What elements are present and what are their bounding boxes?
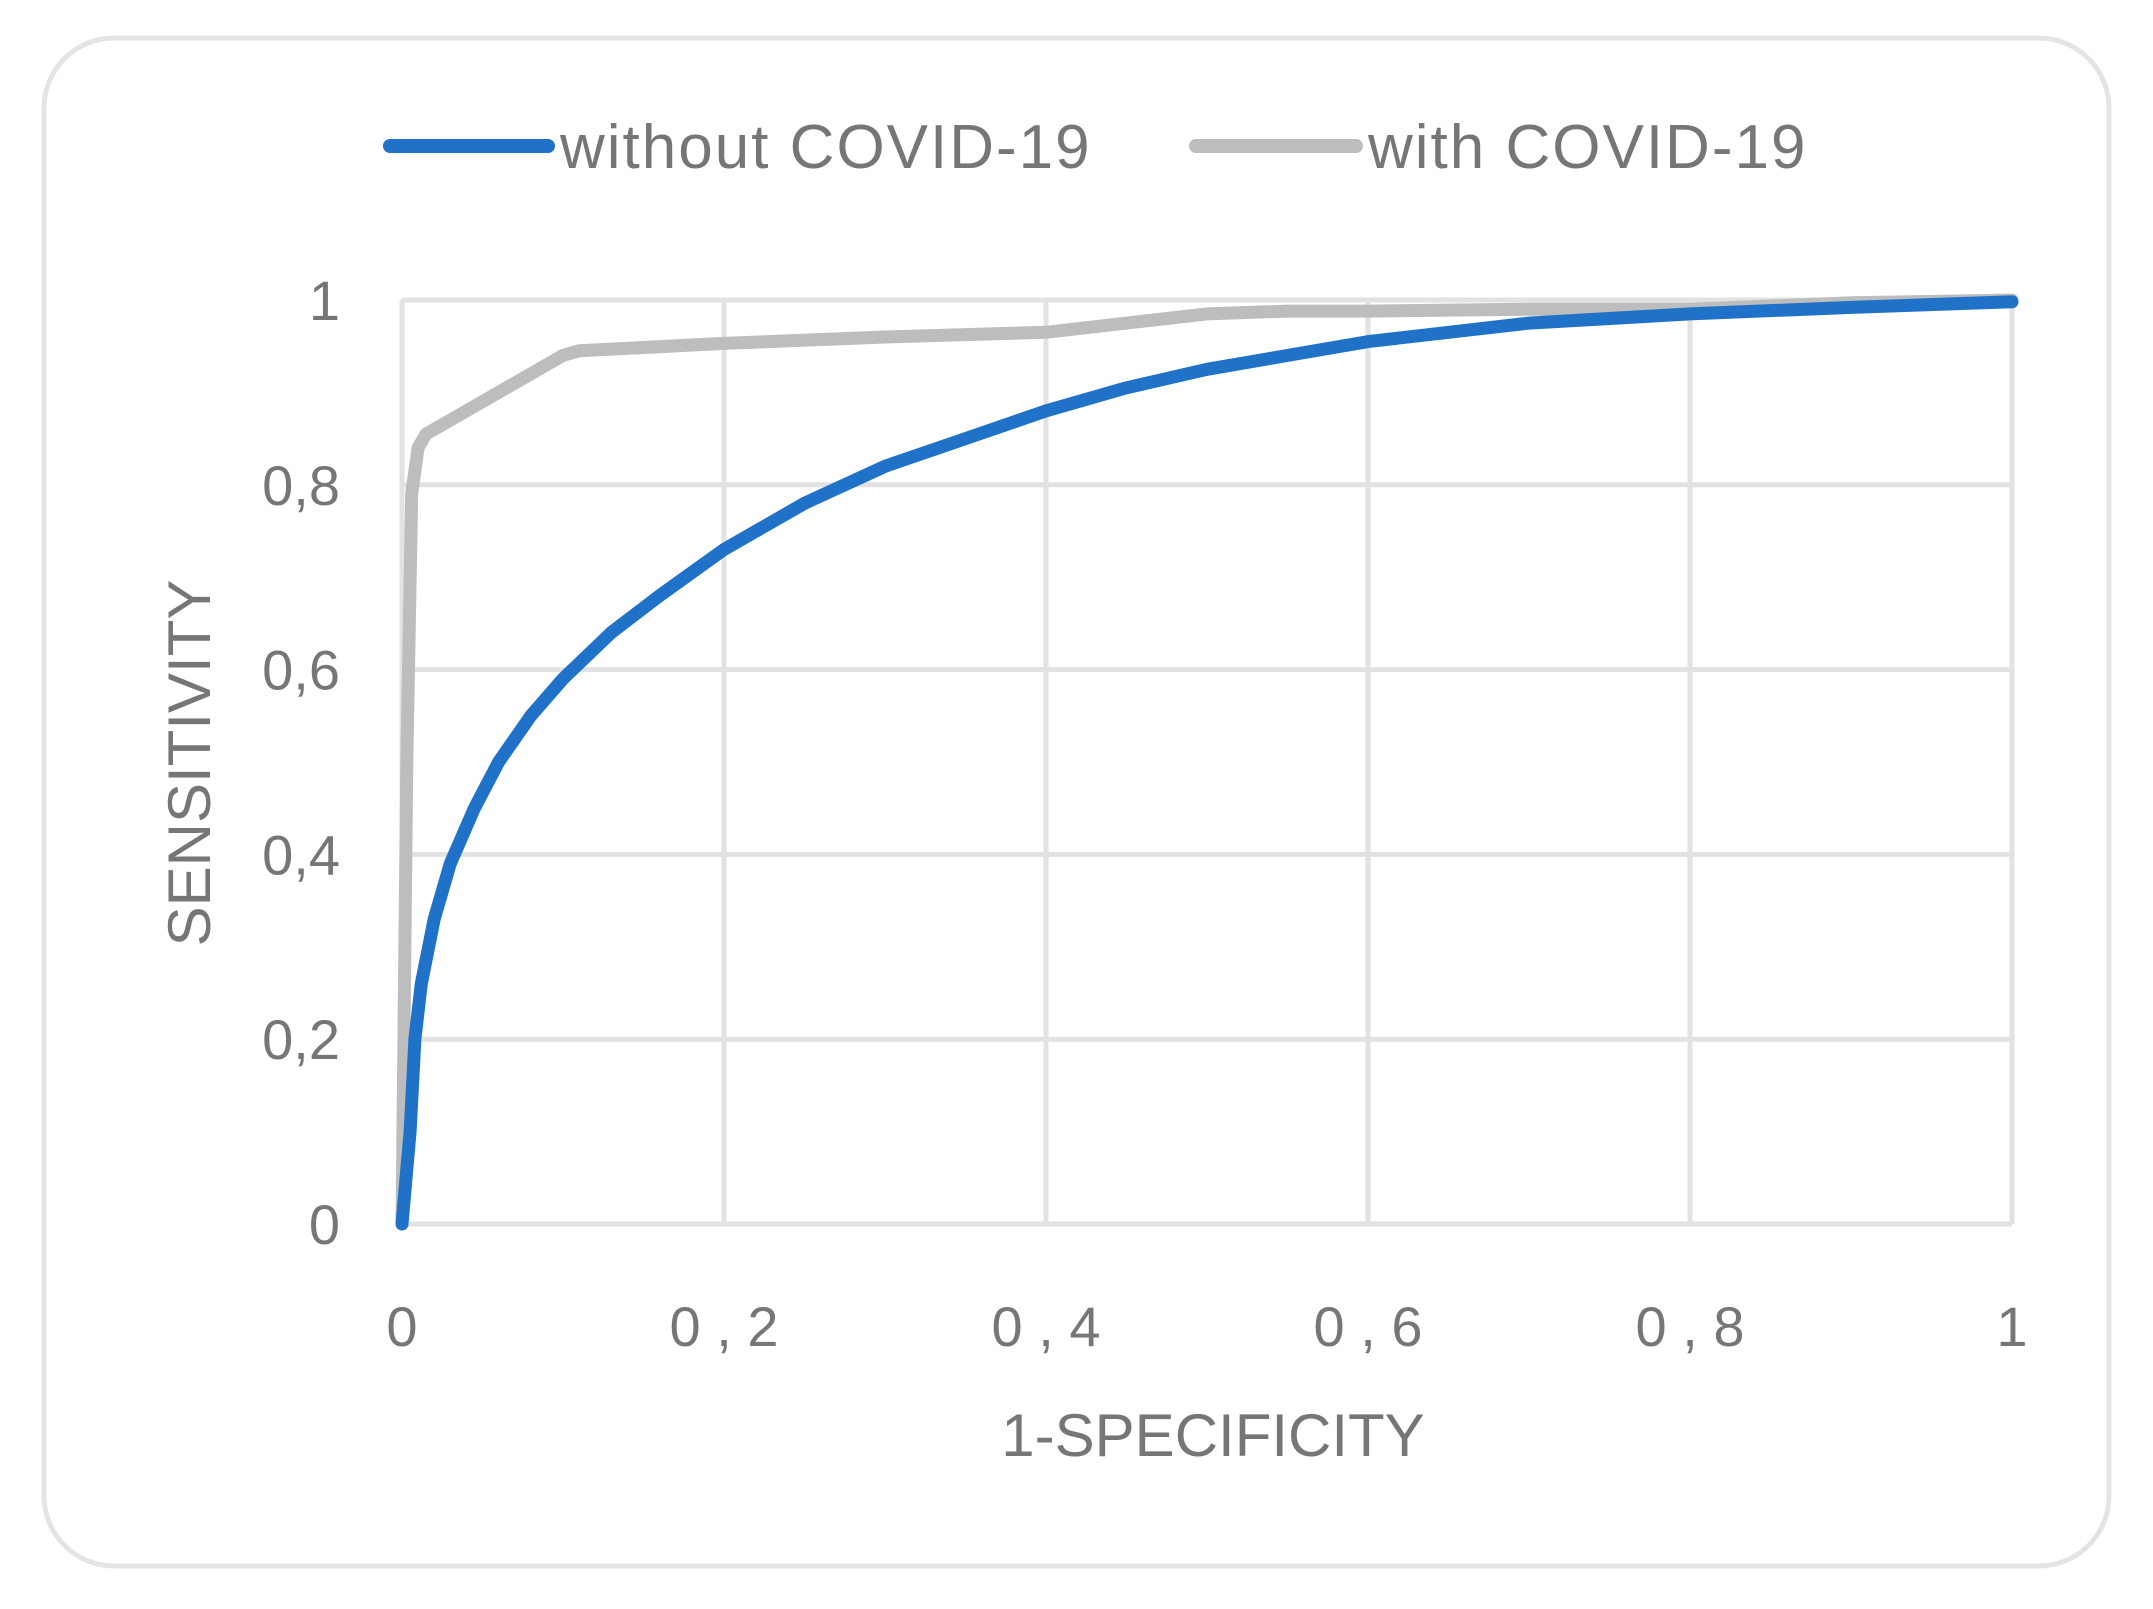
x-axis-ticks: 0 0 , 2 0 , 4 0 , 6 0 , 8 1 [386,1295,2027,1358]
legend: without COVID-19 with COVID-19 [383,113,1807,182]
y-tick-label: 0,2 [262,1008,340,1071]
x-tick-label: 0 [386,1295,417,1358]
series-line-with-covid [395,293,2019,1231]
x-tick-label: 0 , 4 [992,1295,1101,1358]
chart-frame [41,35,2112,1569]
legend-label-with-covid: with COVID-19 [1367,113,1807,182]
x-tick-label: 0 , 2 [670,1295,779,1358]
y-axis-title: SENSITIVITY [156,580,223,947]
x-axis-title: 1-SPECIFICITY [1001,1402,1424,1469]
y-axis-ticks: 0 0,2 0,4 0,6 0,8 1 [262,269,340,1256]
series-line-without-covid [395,295,2019,1231]
y-tick-label: 0 [309,1193,340,1256]
y-tick-label: 0,4 [262,823,340,886]
x-tick-label: 0 , 8 [1636,1295,1745,1358]
y-tick-label: 1 [309,269,340,332]
x-tick-label: 0 , 6 [1314,1295,1423,1358]
y-tick-label: 0,6 [262,639,340,702]
x-tick-label: 1 [1996,1295,2027,1358]
y-tick-label: 0,8 [262,454,340,517]
grid [399,297,2015,1227]
series-lines [395,293,2019,1231]
legend-label-without-covid: without COVID-19 [559,113,1092,182]
